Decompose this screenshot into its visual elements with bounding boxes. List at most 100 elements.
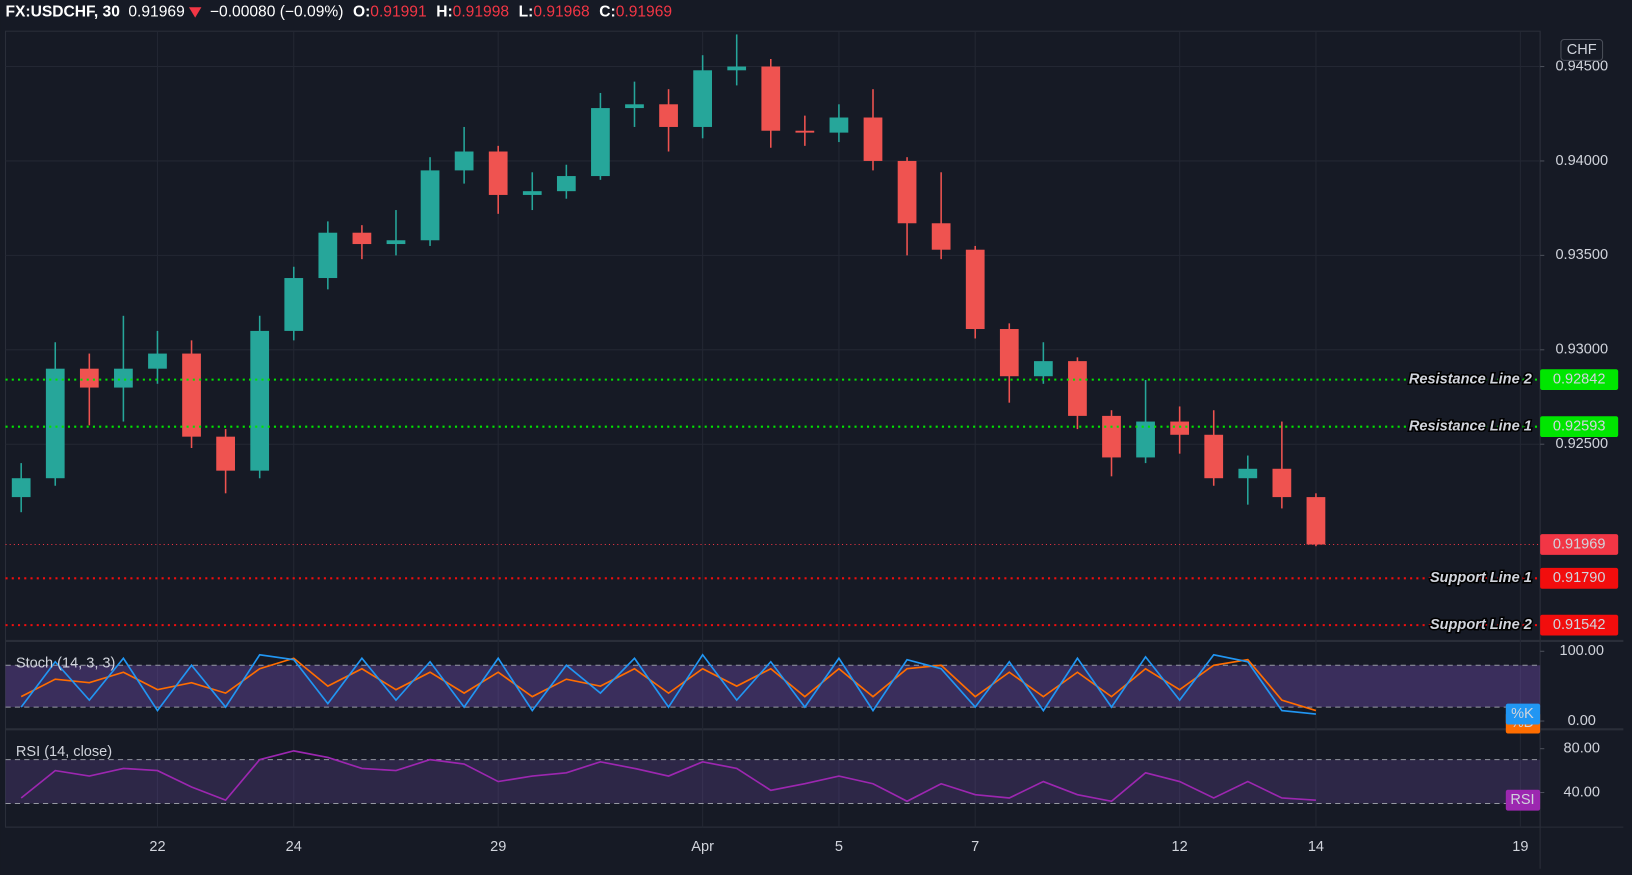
level-value: 0.91790 — [1553, 570, 1606, 586]
ohlc-value: 0.91968 — [533, 4, 589, 21]
ohlc-value: 0.91969 — [616, 4, 672, 21]
candle-body — [318, 232, 338, 279]
level-name: Support Line 1 — [1430, 570, 1532, 586]
candle-body — [999, 329, 1019, 377]
candle-body — [352, 232, 372, 245]
ohlc-value: 0.91991 — [370, 4, 426, 21]
y-tick-label: 0.94000 — [1555, 153, 1608, 169]
candle-body — [965, 249, 985, 330]
series-name: RSI — [1510, 792, 1534, 808]
level-name: Resistance Line 2 — [1409, 371, 1532, 387]
level-box — [1540, 416, 1619, 438]
last-price-box — [1540, 534, 1619, 555]
indicator-line — [20, 653, 1317, 715]
x-tick-label: 7 — [971, 839, 979, 855]
candle-body — [1033, 361, 1053, 377]
price-change: −0.00080 (−0.09%) — [210, 4, 344, 21]
last-price-value: 0.91969 — [1553, 536, 1606, 552]
candle-body — [659, 104, 678, 127]
y-tick-label: 0.93000 — [1555, 342, 1608, 358]
candle-body — [148, 353, 167, 369]
candle-body — [284, 278, 304, 331]
last-price: 0.91969 — [128, 4, 184, 21]
chart-layer: 22 24 29 Apr 5 7 12 14 19 0.92500 0.93000 0.93500 0.… — [5, 31, 1619, 855]
level-value: 0.92842 — [1553, 371, 1606, 387]
candle-body — [182, 353, 201, 437]
candle-body — [420, 170, 440, 241]
currency-label: CHF — [1567, 42, 1597, 58]
series-name: %K — [1511, 706, 1534, 722]
down-arrow — [188, 7, 202, 18]
x-tick-label: 29 — [490, 839, 506, 855]
y-tick-label: 0.94500 — [1555, 58, 1608, 74]
x-tick-label: 22 — [149, 839, 165, 855]
header: FX:USDCHF, 30 0.91969 −0.00080 (−0.09%) … — [6, 4, 673, 21]
y-tick-label: 0.00 — [1568, 713, 1596, 729]
symbol: FX:USDCHF, 30 — [6, 4, 121, 21]
ohlc-value: 0.91998 — [453, 4, 509, 21]
indicator-title: RSI (14, close) — [16, 744, 112, 760]
ohlc-key: L: — [519, 4, 534, 21]
series-box — [1505, 703, 1541, 725]
candle-body — [1102, 415, 1121, 458]
y-tick-label: 40.00 — [1564, 784, 1600, 800]
candle-body — [522, 191, 542, 195]
candle-body — [863, 117, 883, 161]
candle-body — [1204, 434, 1224, 479]
x-tick-label: 14 — [1308, 839, 1324, 855]
indicator-title: Stoch (14, 3, 3) — [16, 656, 115, 672]
candle-body — [1136, 421, 1155, 458]
candle-body — [761, 66, 781, 131]
candle-body — [45, 368, 65, 479]
band-fill — [5, 759, 1541, 804]
candle-body — [829, 117, 849, 133]
candle-body — [1238, 468, 1258, 479]
x-tick-label: 19 — [1512, 839, 1528, 855]
candle-body — [693, 70, 713, 127]
candle-body — [114, 368, 133, 388]
level-name: Support Line 2 — [1430, 617, 1532, 633]
x-tick-label: Apr — [691, 839, 714, 855]
y-tick-label: 0.92500 — [1555, 436, 1608, 452]
y-tick-label: 100.00 — [1560, 643, 1605, 659]
candle-body — [795, 130, 815, 133]
ohlc-key: C: — [599, 4, 615, 21]
level-value: 0.92593 — [1553, 419, 1606, 435]
candle-body — [79, 368, 99, 388]
candle-body — [216, 436, 235, 471]
level-value: 0.91542 — [1553, 617, 1606, 633]
candle-body — [454, 151, 474, 171]
candle-body — [1306, 497, 1326, 545]
candle-body — [11, 478, 31, 498]
candle-body — [1170, 421, 1190, 435]
ohlc-key: O: — [353, 4, 370, 21]
ohlc-key: H: — [436, 4, 452, 21]
candle-body — [931, 223, 951, 250]
candle-body — [488, 151, 508, 195]
x-tick-label: 24 — [286, 839, 302, 855]
candle-body — [1068, 361, 1087, 416]
candle-body — [625, 104, 644, 109]
series-box — [1505, 789, 1541, 811]
currency-box — [1560, 39, 1604, 61]
plot-frame — [4, 30, 1541, 828]
level-box — [1540, 567, 1619, 589]
y-tick-label: 80.00 — [1564, 741, 1600, 757]
indicator-line — [20, 657, 1317, 712]
level-box — [1540, 369, 1619, 391]
candle-body — [386, 240, 406, 245]
candle-body — [250, 330, 270, 471]
candle-body — [897, 160, 917, 224]
candle-body — [591, 108, 610, 177]
level-box — [1540, 614, 1619, 636]
indicator-line — [20, 750, 1316, 803]
x-tick-label: 12 — [1172, 839, 1188, 855]
candle-body — [1272, 468, 1292, 498]
candle-body — [556, 176, 576, 192]
x-tick-label: 5 — [835, 839, 843, 855]
candle-body — [727, 66, 747, 71]
level-name: Resistance Line 1 — [1409, 419, 1532, 435]
y-tick-label: 0.93500 — [1555, 247, 1608, 263]
